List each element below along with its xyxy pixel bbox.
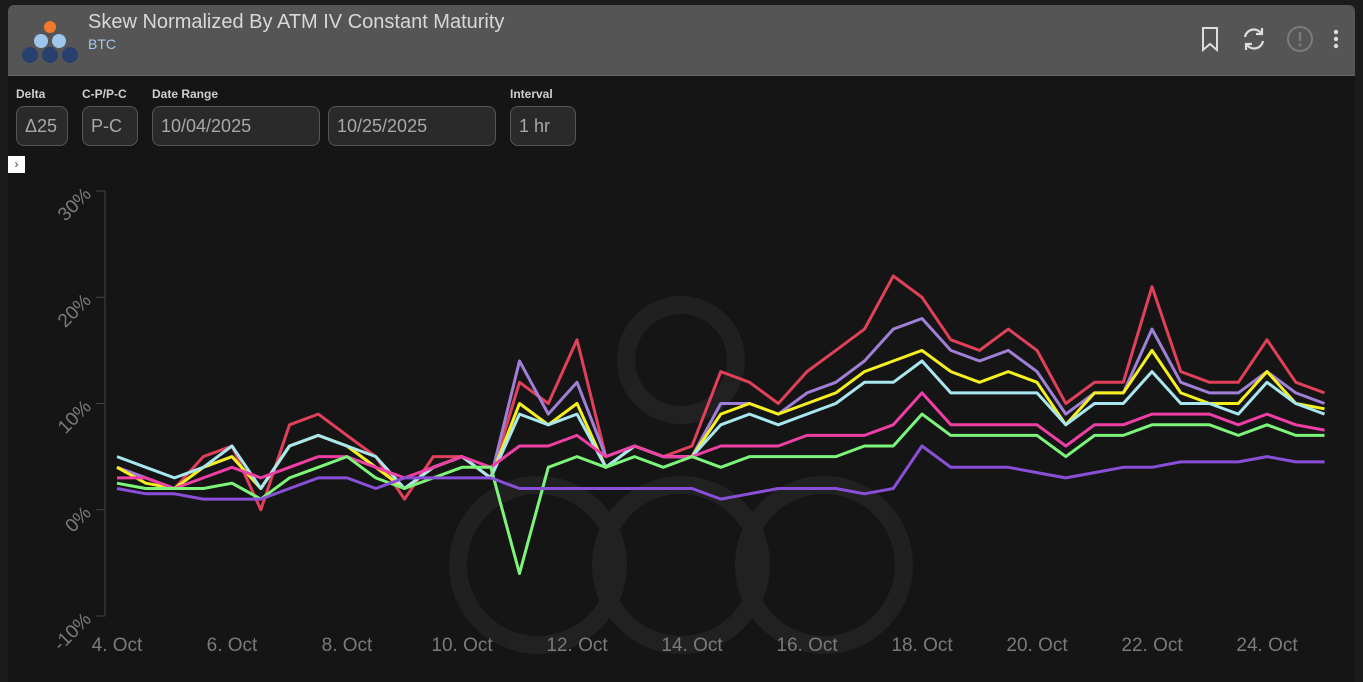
series-line-7 [116, 444, 1325, 501]
more-vertical-icon[interactable] [1329, 25, 1343, 53]
x-tick-label: 18. Oct [891, 635, 953, 656]
series-line-6 [116, 412, 1325, 575]
y-tick-label: -10% [50, 609, 96, 655]
delta-label: Delta [16, 87, 46, 101]
series-line-1 [116, 274, 1326, 512]
date-range-label: Date Range [152, 87, 219, 101]
skew-chart: -10% 0% 10% 20% 30% 4. Oct 6. Oct 8. Oct 10. Oc… [50, 184, 1326, 656]
series-line-5 [117, 391, 1325, 490]
y-tick-label: 0% [62, 503, 96, 537]
interval-label: Interval [510, 87, 553, 101]
widget-header: Skew Normalized By ATM IV Constant Matur… [8, 5, 1355, 76]
series-line-4 [116, 359, 1326, 490]
chart-title: Skew Normalized By ATM IV Constant Matur… [88, 11, 505, 33]
refresh-icon[interactable] [1241, 25, 1267, 53]
asset-label: BTC [88, 36, 116, 52]
x-tick-label: 14. Oct [661, 635, 723, 656]
cp-select[interactable]: P-C [82, 106, 138, 146]
x-tick-label: 16. Oct [776, 635, 838, 656]
app-logo [22, 21, 78, 63]
bookmark-icon[interactable] [1197, 25, 1223, 53]
start-date-input[interactable]: 10/04/2025 [152, 106, 320, 146]
x-tick-label: 12. Oct [546, 635, 608, 656]
x-tick-label: 24. Oct [1236, 635, 1298, 656]
x-tick-label: 8. Oct [322, 635, 373, 656]
delta-select[interactable]: Δ25 [16, 106, 68, 146]
x-tick-label: 6. Oct [207, 635, 258, 656]
chart-widget: -10% 0% 10% 20% 30% 4. Oct 6. Oct 8. Oct 10. Oc… [8, 5, 1355, 682]
x-tick-label: 10. Oct [431, 635, 493, 656]
end-date-input[interactable]: 10/25/2025 [328, 106, 496, 146]
x-tick-label: 22. Oct [1121, 635, 1183, 656]
x-tick-label: 20. Oct [1006, 635, 1068, 656]
y-tick-label: 20% [54, 290, 96, 332]
watermark-logo [449, 296, 913, 654]
alert-icon[interactable] [1285, 25, 1313, 53]
x-tick-label: 4. Oct [92, 635, 143, 656]
y-tick-label: 30% [54, 184, 96, 226]
expand-panel-button[interactable]: › [8, 156, 25, 173]
cp-label: C-P/P-C [82, 87, 127, 101]
y-tick-label: 10% [54, 396, 96, 438]
interval-select[interactable]: 1 hr [510, 106, 576, 146]
